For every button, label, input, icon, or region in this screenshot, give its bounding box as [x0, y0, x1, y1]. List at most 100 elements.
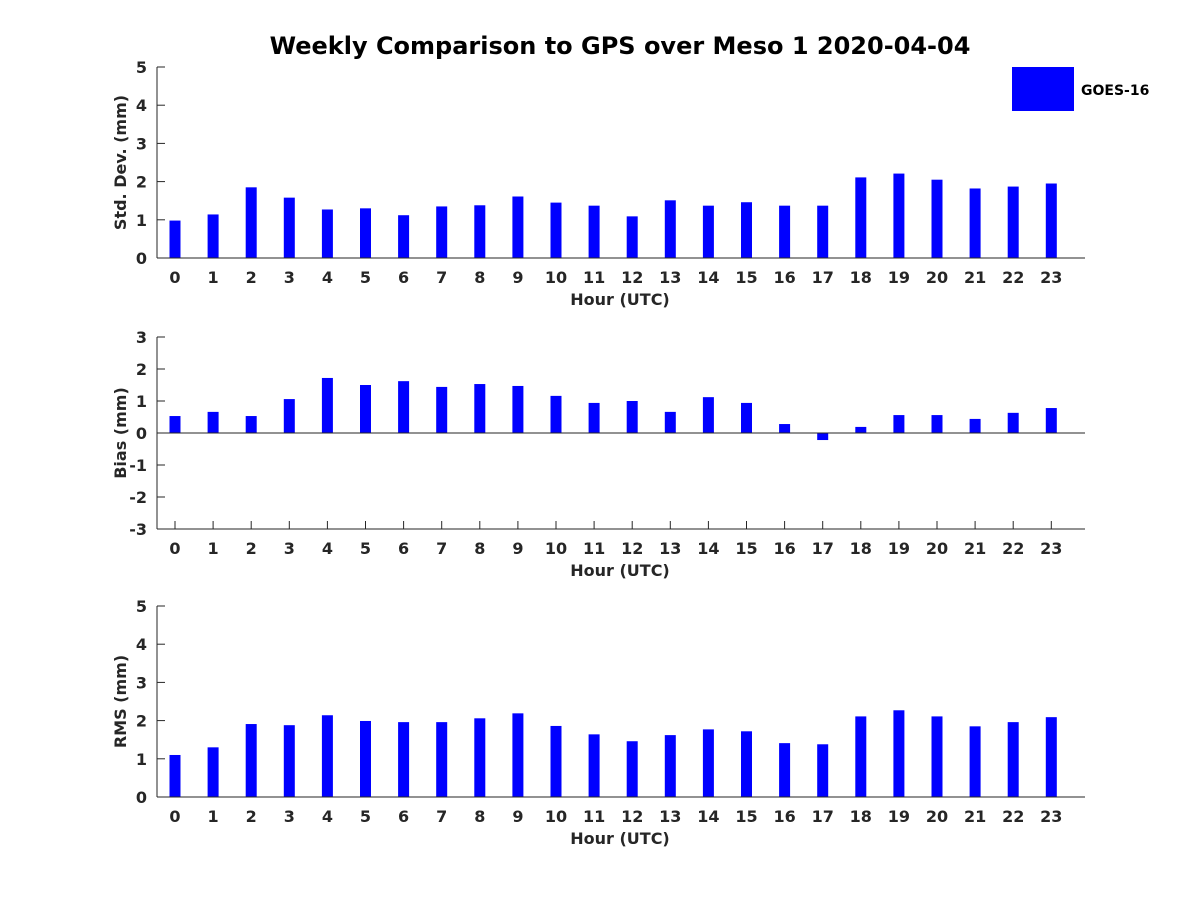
rms-x-tick-label: 19 — [888, 807, 910, 826]
bias-bar — [321, 377, 333, 433]
bias-bar — [664, 411, 676, 433]
std-dev-x-tick-label: 0 — [169, 268, 180, 287]
bias-x-tick-label: 15 — [735, 539, 757, 558]
rms-x-tick-label: 16 — [773, 807, 795, 826]
std-dev-x-tick-label: 20 — [926, 268, 948, 287]
bias-x-tick-label: 1 — [208, 539, 219, 558]
rms-bar — [512, 713, 524, 797]
bias-x-tick-label: 14 — [697, 539, 719, 558]
bias-x-tick-label: 0 — [169, 539, 180, 558]
bias-x-tick-label: 16 — [773, 539, 795, 558]
bias-bar — [893, 415, 905, 433]
std-dev-x-tick-label: 17 — [812, 268, 834, 287]
bias-y-tick-label: -1 — [129, 456, 147, 475]
rms-bar — [626, 741, 638, 797]
bias-bar — [855, 426, 867, 433]
rms-x-tick-label: 3 — [284, 807, 295, 826]
std-dev-x-tick-label: 11 — [583, 268, 605, 287]
rms-x-tick-label: 17 — [812, 807, 834, 826]
rms-x-tick-label: 0 — [169, 807, 180, 826]
bias-x-tick-label: 11 — [583, 539, 605, 558]
bias-bar — [207, 411, 219, 433]
std-dev-bar — [245, 187, 257, 258]
std-dev-x-tick-label: 18 — [850, 268, 872, 287]
rms-bar — [931, 716, 943, 797]
bias-x-tick-label: 8 — [474, 539, 485, 558]
std-dev-x-tick-label: 10 — [545, 268, 567, 287]
bias-bar — [550, 395, 562, 433]
rms-bar — [702, 729, 714, 797]
rms-x-tick-label: 7 — [436, 807, 447, 826]
bias-x-tick-label: 13 — [659, 539, 681, 558]
std-dev-x-tick-label: 16 — [773, 268, 795, 287]
bias-x-tick-label: 3 — [284, 539, 295, 558]
std-dev-bar — [283, 197, 295, 258]
bias-bar — [169, 416, 181, 433]
rms-x-tick-label: 6 — [398, 807, 409, 826]
bias-x-tick-label: 4 — [322, 539, 333, 558]
std-dev-x-tick-label: 23 — [1040, 268, 1062, 287]
rms-bar — [1007, 722, 1019, 797]
std-dev-x-tick-label: 1 — [208, 268, 219, 287]
rms-bar — [588, 734, 600, 797]
std-dev-y-label: Std. Dev. (mm) — [111, 95, 130, 230]
std-dev-bar — [321, 209, 333, 258]
rms-x-tick-label: 9 — [512, 807, 523, 826]
rms-bar — [436, 722, 448, 797]
bias-bar — [1007, 412, 1019, 433]
bias-bar — [588, 402, 600, 433]
std-dev-bar — [702, 205, 714, 258]
chart-title: Weekly Comparison to GPS over Meso 1 202… — [270, 32, 971, 60]
std-dev-bar — [398, 215, 410, 258]
std-dev-bar — [893, 173, 905, 258]
rms-bar — [550, 725, 562, 797]
bias-x-tick-label: 20 — [926, 539, 948, 558]
bias-bar — [360, 385, 371, 433]
bias-bar — [512, 385, 524, 433]
rms-bar — [207, 747, 219, 797]
bias-x-tick-label: 6 — [398, 539, 409, 558]
rms-x-tick-label: 21 — [964, 807, 986, 826]
std-dev-y-tick-label: 3 — [136, 134, 147, 153]
std-dev-bar — [1045, 183, 1057, 258]
rms-x-tick-label: 1 — [208, 807, 219, 826]
bias-y-tick-label: -3 — [129, 520, 147, 539]
std-dev-bar — [588, 205, 600, 258]
bias-bar — [817, 433, 829, 441]
bias-x-tick-label: 10 — [545, 539, 567, 558]
std-dev-bar — [550, 202, 562, 258]
rms-x-tick-label: 22 — [1002, 807, 1024, 826]
rms-x-tick-label: 20 — [926, 807, 948, 826]
std-dev-x-tick-label: 22 — [1002, 268, 1024, 287]
std-dev-bar — [855, 177, 867, 258]
rms-x-tick-label: 2 — [246, 807, 257, 826]
legend: GOES-16 — [1012, 67, 1149, 111]
bias-x-tick-label: 12 — [621, 539, 643, 558]
rms-bar — [969, 726, 981, 797]
bias-x-tick-label: 2 — [246, 539, 257, 558]
rms-x-tick-label: 11 — [583, 807, 605, 826]
bias-bar — [398, 381, 410, 433]
rms-bar — [360, 720, 371, 797]
bias-x-label: Hour (UTC) — [570, 561, 670, 580]
std-dev-bar — [931, 179, 943, 258]
rms-bar — [245, 724, 257, 797]
rms-bar — [1045, 717, 1057, 797]
std-dev-x-tick-label: 5 — [360, 268, 371, 287]
bias-x-tick-label: 5 — [360, 539, 371, 558]
bias-y-label: Bias (mm) — [111, 387, 130, 479]
std-dev-bar — [169, 220, 181, 258]
bias-bar — [283, 399, 295, 433]
rms-bar — [817, 744, 829, 797]
bias-x-tick-label: 22 — [1002, 539, 1024, 558]
bias-bar — [626, 401, 638, 433]
bias-x-tick-label: 17 — [812, 539, 834, 558]
rms-y-tick-label: 0 — [136, 788, 147, 807]
bias-bar — [931, 415, 943, 433]
bias-y-tick-label: 0 — [136, 424, 147, 443]
